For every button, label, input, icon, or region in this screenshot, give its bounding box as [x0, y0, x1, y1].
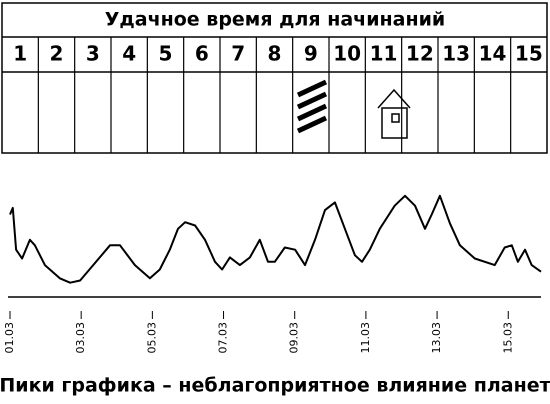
day-number: 12 [406, 42, 434, 66]
day-number: 3 [86, 42, 100, 66]
x-tick-label: 15.03 [501, 322, 514, 354]
day-number: 11 [370, 42, 398, 66]
x-tick-label: 11.03 [359, 322, 372, 354]
day-number: 2 [50, 42, 64, 66]
day-number: 14 [479, 42, 507, 66]
table-title: Удачное время для начинаний [105, 9, 445, 31]
day-number: 8 [268, 42, 282, 66]
day-number: 7 [231, 42, 245, 66]
stripes-icon [296, 79, 328, 134]
data-line [9, 194, 542, 284]
day-number: 6 [195, 42, 209, 66]
x-tick-label: 09.03 [288, 322, 301, 354]
table-frame [1, 2, 548, 154]
day-number: 1 [13, 42, 27, 66]
day-number: 13 [442, 42, 470, 66]
day-number: 9 [304, 42, 318, 66]
x-tick-label: 01.03 [3, 322, 16, 354]
day-number: 10 [333, 42, 361, 66]
day-number: 5 [159, 42, 173, 66]
x-tick-label: 07.03 [217, 322, 230, 354]
caption: Пики графика – неблагоприятное влияние п… [0, 375, 550, 397]
day-number: 15 [515, 42, 543, 66]
x-tick-label: 05.03 [145, 322, 158, 354]
x-tick-label: 13.03 [430, 322, 443, 354]
house-icon [377, 88, 411, 139]
day-number: 4 [122, 42, 136, 66]
x-tick-label: 03.03 [74, 322, 87, 354]
